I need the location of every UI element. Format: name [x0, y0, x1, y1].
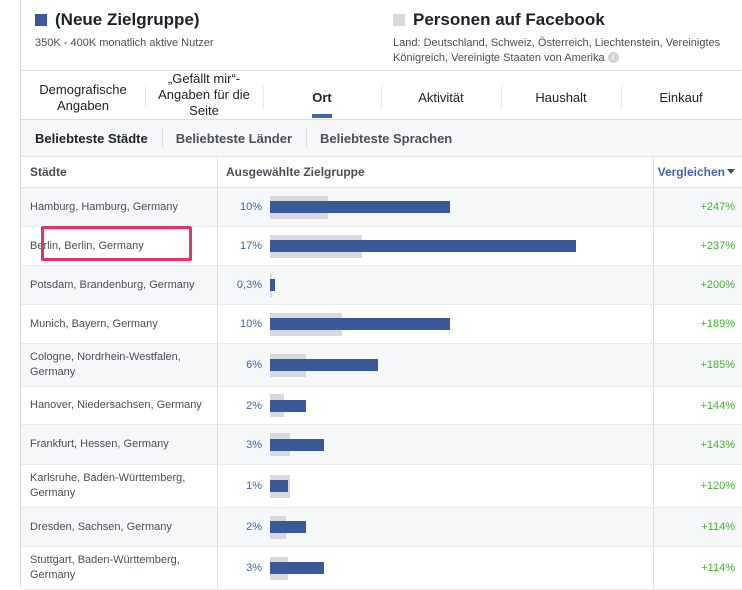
- column-header-city[interactable]: Städte: [30, 164, 67, 179]
- subtab-beliebteste-sprachen[interactable]: Beliebteste Sprachen: [306, 127, 466, 148]
- audience-swatch-icon: [35, 14, 47, 26]
- audience-percent: 2%: [246, 521, 262, 533]
- audience-bar: [270, 480, 288, 492]
- audience-percent: 6%: [246, 359, 262, 371]
- audience-cell: 3%: [217, 547, 653, 589]
- compare-value: +114%: [653, 547, 742, 589]
- audience-percent: 3%: [246, 438, 262, 451]
- audience-bar: [270, 201, 450, 213]
- table-row[interactable]: Frankfurt, Hessen, Germany 3% +143%: [21, 425, 742, 465]
- comparison-audience-header: Personen auf Facebook Land: Deutschland,…: [393, 10, 733, 66]
- subtab-beliebteste-laender[interactable]: Beliebteste Länder: [161, 127, 306, 148]
- sub-tabs: Beliebteste Städte Beliebteste Länder Be…: [21, 119, 742, 157]
- table-row[interactable]: Berlin, Berlin, Germany 17% +237%: [21, 227, 742, 266]
- audience-size: 350K - 400K monatlich aktive Nutzer: [35, 37, 214, 49]
- city-name: Potsdam, Brandenburg, Germany: [30, 278, 195, 291]
- table-body: Hamburg, Hamburg, Germany 10% +247% Berlin,…: [21, 188, 742, 590]
- audience-percent: 10%: [239, 201, 262, 213]
- table-row[interactable]: Dresden, Sachsen, Germany 2% +114%: [21, 508, 742, 547]
- city-name: Berlin, Berlin, Germany: [30, 239, 144, 252]
- audience-bar: [270, 240, 576, 252]
- audience-bar: [270, 521, 306, 533]
- audience-cell: 10%: [217, 305, 653, 343]
- table-row[interactable]: Karlsruhe, Baden-Württemberg, Germany 1% +…: [21, 465, 742, 508]
- compare-dropdown[interactable]: Vergleichen: [653, 156, 742, 187]
- compare-value: +200%: [653, 266, 742, 304]
- comparison-location: Land: Deutschland, Schweiz, Österreich, …: [393, 37, 721, 64]
- table-row[interactable]: Stuttgart, Baden-Württemberg, Germany 3% +…: [21, 547, 742, 590]
- comparison-swatch-icon: [393, 14, 405, 26]
- audience-cell: 2%: [217, 387, 653, 424]
- tab-demografische-angaben[interactable]: Demografische Angaben: [39, 82, 127, 113]
- compare-value: +143%: [653, 425, 742, 464]
- city-name: Hanover, Niedersachsen, Germany: [30, 399, 202, 411]
- city-name: Dresden, Sachsen, Germany: [30, 520, 172, 533]
- table-row[interactable]: Hamburg, Hamburg, Germany 10% +247%: [21, 188, 742, 227]
- chevron-down-icon: [727, 169, 735, 174]
- tab-ort[interactable]: Ort: [263, 78, 381, 118]
- audience-bar: [270, 562, 324, 574]
- table-row[interactable]: Cologne, Nordrhein-Westfalen, Germany 6% +…: [21, 344, 742, 387]
- audience-cell: 0,3%: [217, 266, 653, 304]
- table-row[interactable]: Hanover, Niedersachsen, Germany 2% +144%: [21, 387, 742, 425]
- compare-value: +114%: [653, 508, 742, 546]
- table-header: Städte Ausgewählte Zielgruppe Vergleiche…: [21, 156, 742, 188]
- audience-percent: 17%: [239, 240, 262, 252]
- tab-haushalt[interactable]: Haushalt: [501, 78, 621, 118]
- audience-bar: [270, 399, 306, 412]
- audience-percent: 10%: [239, 318, 262, 330]
- city-name: Stuttgart, Baden-Württemberg, Germany: [30, 554, 180, 581]
- compare-value: +120%: [653, 465, 742, 507]
- audience-percent: 0,3%: [236, 279, 262, 291]
- compare-value: +247%: [653, 188, 742, 226]
- audience-percent: 3%: [246, 562, 262, 574]
- audience-bar: [270, 279, 276, 291]
- compare-value: +237%: [653, 227, 742, 265]
- cities-table: Städte Ausgewählte Zielgruppe Vergleiche…: [21, 156, 742, 590]
- tab-gefaellt-mir-angaben[interactable]: „Gefällt mir“-Angaben für die Seite: [145, 71, 263, 118]
- header-divider: [21, 70, 742, 71]
- audience-cell: 3%: [217, 425, 653, 464]
- comparison-title: Personen auf Facebook: [413, 10, 605, 29]
- audience-cell: 17%: [217, 227, 653, 265]
- audience-cell: 2%: [217, 508, 653, 546]
- audience-cell: 6%: [217, 344, 653, 386]
- compare-label: Vergleichen: [657, 164, 725, 179]
- tab-einkauf[interactable]: Einkauf: [621, 78, 741, 118]
- table-row[interactable]: Potsdam, Brandenburg, Germany 0,3% +200%: [21, 266, 742, 305]
- audience-bar: [270, 318, 450, 330]
- audience-cell: 10%: [217, 188, 653, 226]
- audience-percent: 1%: [246, 480, 262, 492]
- audience-insights-panel: (Neue Zielgruppe) 350K - 400K monatlich …: [20, 0, 742, 590]
- city-name: Karlsruhe, Baden-Württemberg, Germany: [30, 472, 186, 499]
- audience-bar: [270, 359, 378, 371]
- city-name: Frankfurt, Hessen, Germany: [30, 438, 169, 450]
- city-name: Cologne, Nordrhein-Westfalen, Germany: [30, 351, 181, 378]
- audience-title: (Neue Zielgruppe): [55, 10, 200, 29]
- selected-audience-header: (Neue Zielgruppe) 350K - 400K monatlich …: [35, 10, 214, 51]
- city-name: Hamburg, Hamburg, Germany: [30, 200, 178, 213]
- compare-value: +189%: [653, 305, 742, 343]
- main-tabs: Demografische Angaben „Gefällt mir“-Anga…: [21, 71, 742, 118]
- compare-value: +185%: [653, 344, 742, 386]
- subtab-beliebteste-staedte[interactable]: Beliebteste Städte: [35, 130, 148, 146]
- tab-aktivitaet[interactable]: Aktivität: [381, 78, 501, 118]
- table-row[interactable]: Munich, Bayern, Germany 10% +189%: [21, 305, 742, 344]
- audience-bar: [270, 438, 324, 451]
- city-name: Munich, Bayern, Germany: [30, 317, 158, 330]
- audience-percent: 2%: [246, 399, 262, 412]
- column-header-audience[interactable]: Ausgewählte Zielgruppe: [217, 156, 653, 187]
- compare-value: +144%: [653, 387, 742, 424]
- info-icon[interactable]: i: [607, 52, 619, 63]
- audience-cell: 1%: [217, 465, 653, 507]
